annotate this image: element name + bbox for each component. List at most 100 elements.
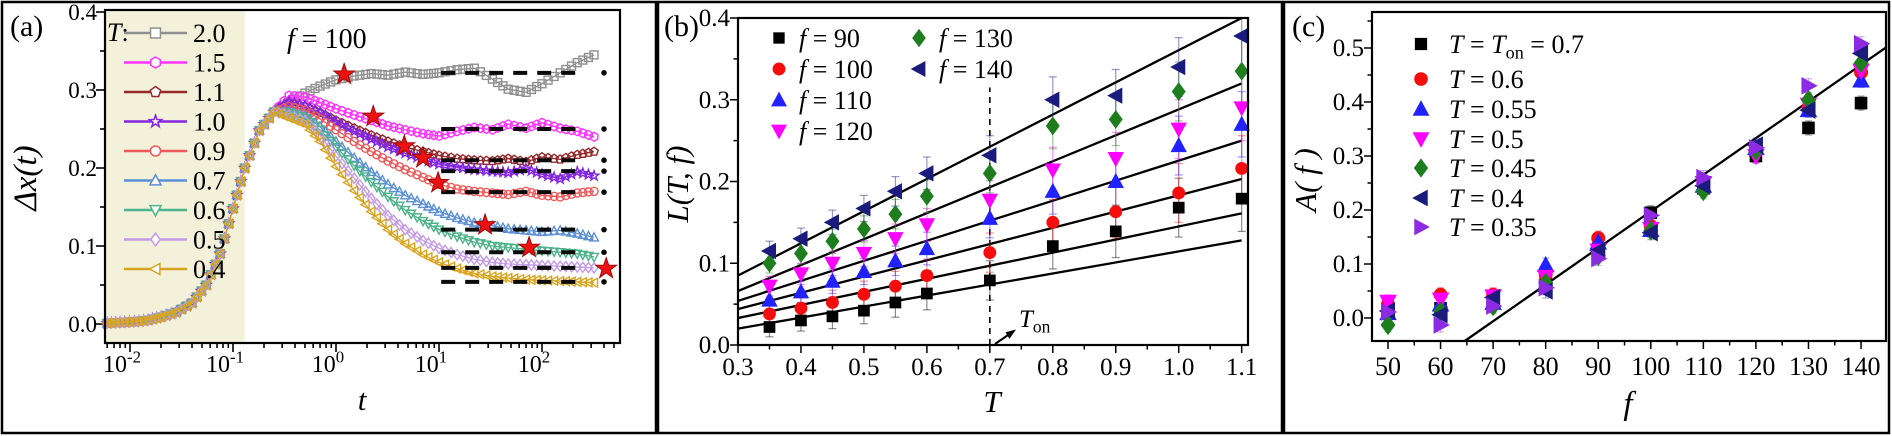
axis-tick-labels: 10-2 10-1 100 101 102 0.0 0.1 0.2 0.3 0.4 (68, 0, 550, 378)
y-tick-label: 0.1 (68, 234, 97, 259)
onset-annotation: Ton (989, 87, 1051, 345)
legend-label: f = 130 (939, 24, 1013, 53)
panel-a-ylabel: Δx(t) (8, 145, 44, 212)
legend-item-2: f = 110 (771, 86, 872, 115)
y-tick-label: 0.2 (1333, 197, 1364, 224)
legend-label: T = 0.6 (1449, 65, 1524, 94)
panel-a: (a) Δx(t) t 10-2 10-1 100 101 102 0.0 0.1 0.2 0.… (0, 0, 658, 435)
legend-item-1: f = 100 (772, 55, 873, 84)
panel-a-plot: 10-210-11001011020.00.10.20.30.4T:2.01.5… (68, 0, 622, 378)
legend-item-T-1.0: 1.0 (124, 108, 226, 137)
x-tick-label: 0.9 (1100, 354, 1131, 381)
x-tick-label: 102 (518, 347, 550, 378)
x-tick-label: 0.3 (722, 354, 753, 381)
panel-c-ylabel: A( f ) (1288, 148, 1323, 214)
legend-item-6: T = 0.35 (1414, 213, 1537, 242)
panel-c: (c) A( f ) f 50 60 70 80 90 100 110 120 130 1400.… (1282, 0, 1891, 435)
legend-label: T = 0.5 (1449, 125, 1524, 154)
x-tick-label: 100 (1631, 352, 1670, 381)
y-tick-label: 0.4 (699, 5, 731, 32)
legend-label: T = 0.45 (1449, 154, 1537, 183)
y-tick-label: 0.1 (1333, 251, 1364, 278)
x-tick-label: 1.0 (1163, 354, 1194, 381)
force-annotation: f = 100 (287, 24, 367, 55)
legend-item-T-1.1: 1.1 (124, 78, 226, 107)
y-tick-label: 0.0 (699, 332, 730, 359)
legend-label: f = 140 (939, 55, 1013, 84)
annotation: f = 100 (287, 24, 367, 55)
series-f-90 (763, 192, 1248, 333)
panel-a-xlabel: t (358, 382, 368, 417)
x-tick-label: 80 (1533, 352, 1559, 381)
legend-item-5: T = 0.4 (1412, 184, 1524, 213)
legend-item-1: T = 0.6 (1414, 65, 1524, 94)
y-tick-label: 0.1 (699, 250, 730, 277)
x-tick-label: 10-2 (103, 347, 141, 378)
series-f-140 (760, 27, 1249, 260)
x-tick-label: 60 (1428, 352, 1454, 381)
plateau-dashed-lines (441, 70, 607, 285)
x-tick-label: 70 (1480, 352, 1506, 381)
legend-item-4: T = 0.45 (1413, 154, 1537, 183)
x-tick-label: 10-1 (206, 347, 244, 378)
panel-b-ylabel: L(T, f) (660, 146, 695, 224)
legend-label: 0.9 (193, 137, 226, 166)
panel-c-border (1282, 0, 1891, 435)
series-f-130 (762, 61, 1249, 273)
legend-label: 1.0 (193, 108, 226, 137)
y-tick-label: 0.0 (1333, 305, 1364, 332)
legend: T = Ton = 0.7T = 0.6T = 0.55T = 0.5T = 0… (1412, 30, 1584, 242)
panel-a-tag: (a) (10, 10, 43, 43)
x-tick-label: 120 (1736, 352, 1775, 381)
series-6 (1380, 34, 1871, 334)
plot-frame (1370, 10, 1888, 343)
x-tick-label: 101 (415, 347, 447, 378)
y-tick-label: 0.2 (68, 156, 97, 181)
legend-label: 2.0 (193, 19, 226, 48)
x-tick-label: 110 (1684, 352, 1722, 381)
x-tick-label: 0.8 (1037, 354, 1068, 381)
legend-item-5: f = 140 (910, 55, 1013, 84)
panel-b-border (656, 0, 1284, 435)
legend-label: 0.5 (193, 226, 226, 255)
legend-label: f = 110 (799, 86, 872, 115)
legend-label: 0.6 (193, 196, 226, 225)
legend-item-2: T = 0.55 (1412, 95, 1537, 124)
x-tick-label: 0.6 (911, 354, 942, 381)
legend-item-T-1.5: 1.5 (124, 49, 226, 78)
x-tick-label: 130 (1789, 352, 1828, 381)
legend-item-0: f = 90 (773, 24, 860, 53)
legend-item-T-0.9: 0.9 (124, 137, 226, 166)
legend-item-T-0.7: 0.7 (124, 167, 226, 196)
x-tick-label: 1.1 (1226, 354, 1257, 381)
series-T-0.4 (101, 106, 599, 329)
legend-label: T = 0.4 (1449, 184, 1524, 213)
series-f-120 (761, 101, 1250, 295)
legend-label: T = 0.55 (1449, 95, 1537, 124)
x-tick-label: 0.7 (974, 354, 1005, 381)
y-tick-label: 0.3 (1333, 143, 1364, 170)
legend-item-3: f = 120 (771, 117, 873, 146)
x-tick-label: 50 (1375, 352, 1401, 381)
legend-item-4: f = 130 (912, 24, 1013, 53)
legend-item-T-0.6: 0.6 (124, 196, 226, 225)
legend-label: T = 0.35 (1449, 213, 1537, 242)
x-tick-label: 140 (1842, 352, 1881, 381)
legend-item-T-0.4: 0.4 (124, 255, 226, 284)
y-tick-label: 0.3 (699, 87, 730, 114)
legend-label: T = Ton = 0.7 (1449, 30, 1584, 63)
onset-shade-region (106, 11, 245, 342)
legend-item-0: T = Ton = 0.7 (1414, 30, 1584, 63)
legend-item-T-2.0: 2.0 (124, 19, 226, 48)
y-tick-label: 0.3 (68, 78, 97, 103)
x-tick-label: 100 (312, 347, 344, 378)
legend-label: 0.7 (193, 167, 226, 196)
legend-item-T-0.5: 0.5 (124, 226, 226, 255)
axis-tick-labels: 0.3 0.4 0.5 0.6 0.7 0.8 0.9 1.0 1.1 0.0 0.1 0.2 0.3 0… (699, 5, 1258, 381)
fit-line (1464, 46, 1887, 342)
legend-item-3: T = 0.5 (1412, 125, 1524, 154)
plot-frame (103, 8, 622, 345)
onset-star-markers (332, 61, 619, 279)
panel-b-xlabel: T (983, 384, 1003, 419)
